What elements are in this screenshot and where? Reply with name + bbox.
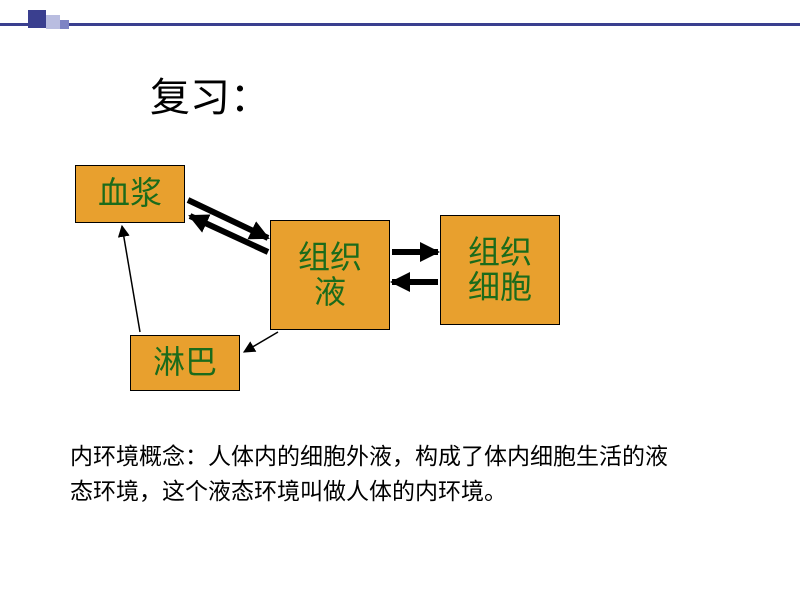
arrow-layer	[0, 0, 800, 600]
definition-text: 内环境概念：人体内的细胞外液，构成了体内细胞生活的液态环境，这个液态环境叫做人体…	[70, 440, 690, 509]
decor-square-2	[46, 15, 60, 29]
node-cells-label: 组织细胞	[468, 235, 532, 305]
node-lymph-label: 淋巴	[153, 345, 217, 380]
node-lymph: 淋巴	[130, 335, 240, 391]
decor-square-3	[60, 20, 69, 29]
node-cells: 组织细胞	[440, 215, 560, 325]
edge-lymph-to-plasma	[122, 226, 140, 332]
edge-plasma-to-fluid	[188, 200, 268, 238]
edge-fluid-to-lymph	[244, 332, 278, 352]
node-fluid: 组织液	[270, 220, 390, 330]
node-fluid-label: 组织液	[298, 240, 362, 310]
decor-line	[0, 23, 800, 26]
decor-square-1	[28, 10, 46, 28]
node-plasma-label: 血浆	[98, 176, 162, 211]
node-plasma: 血浆	[75, 165, 185, 223]
edge-fluid-to-plasma	[190, 216, 268, 252]
slide-title: 复习：	[150, 78, 270, 118]
